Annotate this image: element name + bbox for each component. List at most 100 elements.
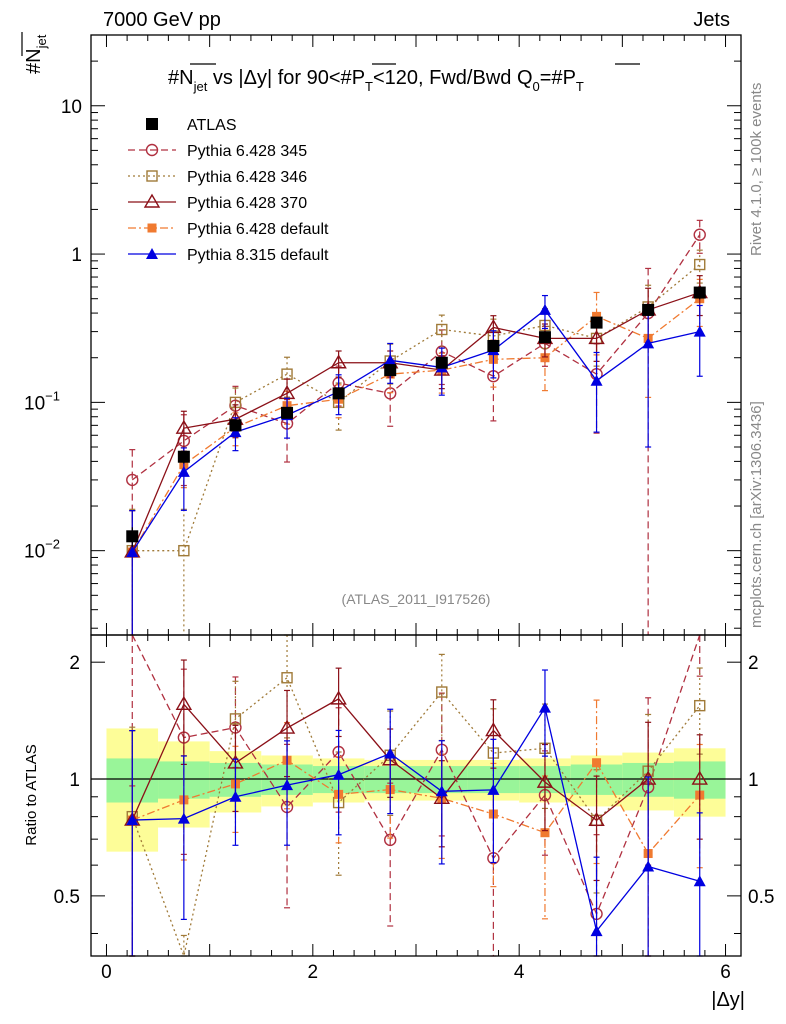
ratio-point-pythia-8-315-default — [693, 875, 706, 887]
ratio-line-pythia-8-315-default — [132, 705, 700, 933]
point-atlas — [538, 331, 551, 344]
ratio-point-pythia-8-315-default — [384, 747, 397, 759]
x-tick-label: 0 — [101, 962, 112, 983]
point-atlas — [642, 303, 655, 316]
rivet-label: Rivet 4.1.0, ≥ 100k events — [748, 83, 765, 256]
point-pythia-8-315-default — [229, 426, 242, 438]
ratio-point-pythia-6-428-346 — [694, 699, 706, 712]
ratio-tick-label-left: 2 — [69, 653, 80, 674]
ratio-point-pythia-8-315-default — [642, 860, 655, 872]
legend-marker-pythia-6-428-346 — [146, 170, 158, 182]
ratio-point-pythia-6-428-370 — [278, 719, 296, 734]
line-pythia-6-428-345 — [131, 234, 701, 481]
point-atlas — [177, 450, 190, 463]
ratio-point-pythia-8-315-default — [590, 925, 603, 937]
legend-label-pythia-8-315-default: Pythia 8.315 default — [187, 247, 329, 264]
x-tick-label: 2 — [308, 962, 319, 983]
ratio-point-pythia-8-315-default — [281, 779, 294, 791]
point-atlas — [384, 364, 397, 377]
ratio-line-pythia-6-428-346 — [131, 676, 701, 959]
point-pythia-6-428-default — [592, 311, 602, 321]
energy-label: 7000 GeV pp — [103, 9, 221, 31]
y-tick-label: 1 — [71, 245, 82, 266]
point-pythia-6-428-370 — [175, 419, 193, 434]
ratio-tick-label-right: 2 — [748, 653, 759, 674]
ratio-line-pythia-6-428-default — [132, 759, 701, 855]
ratio-point-pythia-6-428-default — [540, 828, 550, 838]
ratio-tick-label-right: 0.5 — [748, 887, 774, 908]
jets-label: Jets — [693, 9, 730, 31]
x-axis-label: |Δy| — [711, 989, 745, 1011]
ratio-point-pythia-6-428-370 — [175, 695, 193, 710]
ratio-point-pythia-8-315-default — [538, 701, 551, 713]
chart-title: #Njet vs |Δy| for 90<#PT<120, Fwd/Bwd Q0… — [168, 67, 584, 94]
point-pythia-8-315-default — [177, 465, 190, 477]
axis-tick-labels: 0 2 4 6 10 1 10−1 10−2 0.5 0.5 1 1 2 2 — [24, 97, 774, 983]
ratio-axis-label: Ratio to ATLAS — [23, 744, 40, 845]
legend-marker-atlas — [146, 118, 158, 130]
point-pythia-8-315-default — [538, 303, 551, 315]
point-pythia-6-428-346 — [694, 258, 706, 271]
svg-text:#Njet: #Njet — [23, 34, 49, 74]
ratio-point-pythia-6-428-370 — [485, 722, 502, 737]
legend-marker-pythia-6-428-default — [147, 223, 157, 233]
point-atlas — [487, 339, 500, 352]
svg-text:mcplots.cern.ch [arXiv:1306.34: mcplots.cern.ch [arXiv:1306.3436] — [748, 401, 765, 628]
point-pythia-6-428-345 — [126, 473, 139, 487]
point-atlas — [590, 316, 603, 329]
point-pythia-8-315-default — [642, 337, 655, 349]
ratio-point-pythia-8-315-default — [332, 768, 345, 780]
point-pythia-6-428-345 — [693, 228, 706, 241]
point-atlas — [229, 419, 242, 432]
ratio-point-pythia-6-428-346 — [436, 686, 448, 698]
ratio-line-pythia-6-428-370 — [131, 698, 700, 822]
ratio-point-pythia-6-428-346 — [281, 672, 293, 684]
ratio-point-pythia-8-315-default — [177, 812, 190, 824]
point-pythia-8-315-default — [384, 354, 397, 366]
point-pythia-6-428-370 — [588, 330, 605, 345]
point-pythia-8-315-default — [126, 545, 139, 557]
ratio-tick-label-left: 1 — [69, 770, 80, 791]
legend-marker-pythia-6-428-345 — [145, 143, 159, 157]
ratio-point-pythia-8-315-default — [126, 814, 139, 826]
x-tick-label: 4 — [514, 962, 525, 983]
point-atlas — [435, 356, 448, 369]
line-pythia-6-428-default — [131, 298, 701, 553]
main-plot-series — [124, 219, 708, 635]
ratio-point-pythia-8-315-default — [435, 785, 448, 797]
legend: ATLAS Pythia 6.428 345 Pythia 6.428 346 Pyt… — [128, 117, 329, 264]
ratio-tick-label-left: 0.5 — [54, 887, 80, 908]
line-pythia-6-428-346 — [132, 264, 701, 552]
point-pythia-8-315-default — [693, 325, 706, 337]
ratio-point-pythia-6-428-370 — [588, 811, 605, 827]
legend-label-atlas: ATLAS — [187, 117, 237, 134]
axis-ticks — [91, 34, 741, 956]
ratio-plot-series — [124, 634, 708, 959]
ratio-point-pythia-6-428-346 — [229, 713, 242, 725]
ratio-line-pythia-6-428-345 — [131, 634, 701, 916]
line-pythia-8-315-default — [131, 309, 700, 553]
y-axis-label: #Njet — [23, 34, 49, 74]
ratio-point-pythia-8-315-default — [229, 790, 242, 802]
point-atlas — [281, 406, 294, 419]
mcplots-label: mcplots.cern.ch [arXiv:1306.3436] — [748, 401, 765, 628]
y-tick-label: 10 — [61, 97, 82, 118]
ratio-point-pythia-6-428-370 — [330, 690, 347, 705]
ratio-point-pythia-6-428-370 — [691, 770, 708, 785]
y-tick-label: 10−2 — [24, 537, 60, 563]
point-atlas — [332, 387, 345, 400]
legend-marker-pythia-6-428-370 — [143, 193, 161, 208]
legend-label-pythia-6-428-default: Pythia 6.428 default — [187, 221, 329, 238]
legend-label-pythia-6-428-345: Pythia 6.428 345 — [187, 143, 307, 160]
legend-marker-pythia-8-315-default — [146, 248, 158, 259]
point-atlas — [693, 286, 706, 299]
point-atlas — [126, 530, 139, 543]
line-pythia-6-428-370 — [131, 291, 700, 553]
ratio-tick-label-right: 1 — [748, 770, 759, 791]
point-pythia-6-428-370 — [330, 354, 347, 369]
point-pythia-8-315-default — [590, 374, 603, 386]
analysis-watermark: (ATLAS_2011_I917526) — [342, 591, 491, 607]
ratio-uncertainty-bands — [106, 728, 726, 852]
svg-text:Rivet 4.1.0, ≥ 100k events: Rivet 4.1.0, ≥ 100k events — [748, 83, 765, 256]
